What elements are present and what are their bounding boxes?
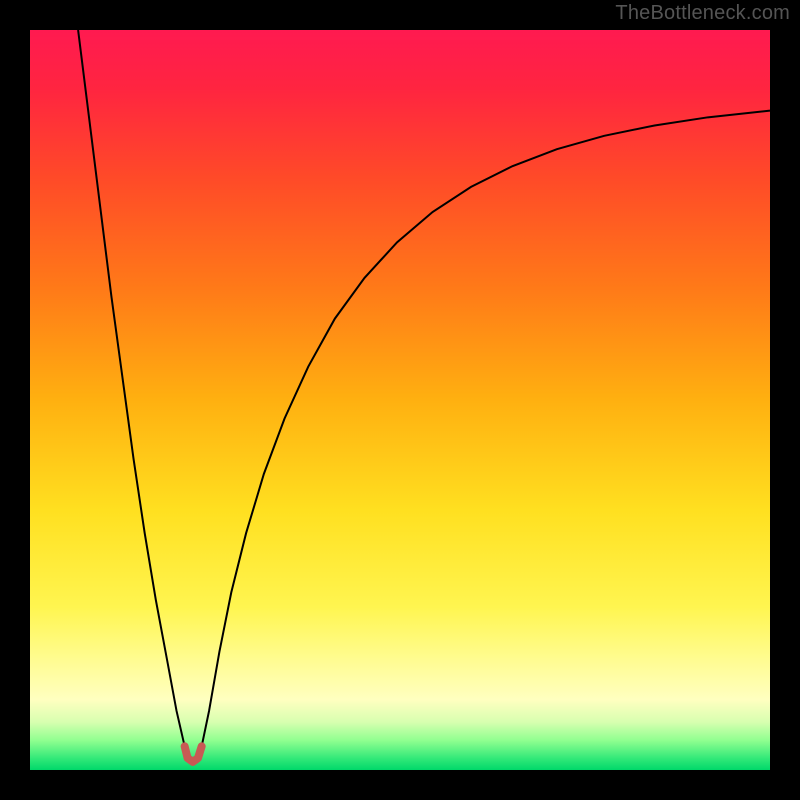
chart-container: TheBottleneck.com [0,0,800,800]
watermark-text: TheBottleneck.com [615,2,790,25]
plot-background-gradient [30,30,770,770]
bottleneck-chart [0,0,800,800]
